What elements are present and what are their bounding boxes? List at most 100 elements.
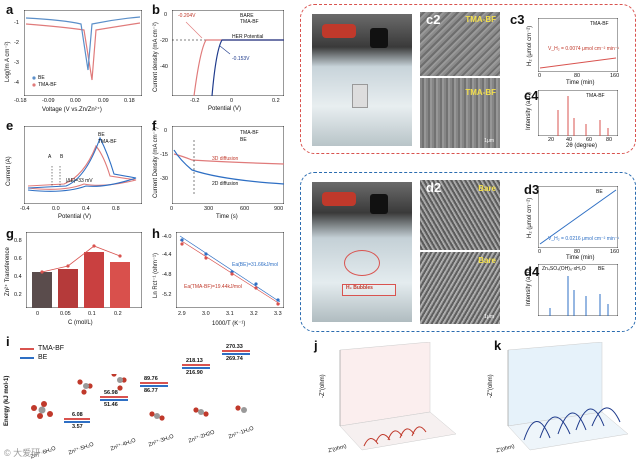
- xtick: 80: [574, 249, 581, 255]
- panel-f-plot: [172, 126, 284, 204]
- level-line: [100, 399, 128, 401]
- sem-c2-top: TMA-BF: [420, 12, 500, 76]
- xtick: 20: [548, 137, 555, 143]
- ytick: 0: [164, 128, 168, 134]
- xtick: 40: [566, 137, 573, 143]
- plot-c4: [538, 90, 618, 136]
- ytick: -3: [14, 60, 19, 66]
- panel-label: k: [494, 338, 502, 353]
- panel-label: a: [6, 2, 14, 17]
- legend-tma: TMA-BF: [98, 139, 117, 145]
- panel-e-plot: [24, 126, 142, 204]
- bar: [110, 262, 130, 308]
- sem-c2-bottom: TMA-BF 1μm: [420, 78, 500, 148]
- y-axis-label: H₂ (μmol cm⁻²): [527, 197, 533, 238]
- panel-d-group: [300, 172, 636, 332]
- legend-be: BE: [38, 354, 48, 361]
- sem-tag: TMA-BF: [465, 88, 496, 97]
- legend-be: BE: [98, 132, 105, 138]
- panel-label: b: [152, 2, 160, 17]
- panel-label: i: [6, 334, 10, 349]
- xtick: 3.2: [250, 311, 258, 317]
- xtick: 2.9: [178, 311, 186, 317]
- panel-g: g 0 0.05 0.1 0.2 0.2 0.4 0.6 0.8 C (mol/…: [0, 226, 150, 334]
- level-line: [182, 364, 210, 366]
- level-line: [140, 382, 168, 384]
- xtick: 0.1: [88, 311, 96, 317]
- xtick: -0.18: [14, 98, 27, 104]
- y-axis-label: Current Density (mA cm⁻²): [153, 127, 159, 198]
- x-axis-label: C (mol/L): [68, 320, 93, 326]
- bubble-highlight: [344, 250, 380, 276]
- ytick: 0: [164, 12, 168, 18]
- annotation-2d: 2D diffusion: [212, 181, 239, 187]
- annotation-ea-be: Ea(BE)=31.66kJ/mol: [232, 262, 278, 268]
- ytick: -4.8: [162, 272, 172, 278]
- panel-label: j: [314, 338, 318, 353]
- panel-label: d4: [524, 264, 540, 279]
- panel-h: h Ea(BE)=31.66kJ/mol Ea(TMA-BF)=19.44kJ/…: [150, 226, 290, 334]
- xtick: 80: [574, 73, 581, 79]
- annotation-c3: V_H₂ = 0.0074 μmol cm⁻² min⁻¹: [548, 46, 620, 52]
- xtick: 0.4: [82, 206, 90, 212]
- value-top: 89.76: [144, 376, 158, 382]
- panel-j-plot: [339, 342, 457, 451]
- ytick: -20: [160, 38, 168, 44]
- xtick: 0.2: [272, 98, 280, 104]
- clip-red: [322, 192, 356, 206]
- xtick: 0: [230, 98, 234, 104]
- panel-a: a BE TMA-BF -0.18 -0.09 0.00 0.09 0.18 -…: [0, 0, 150, 118]
- level-line: [222, 353, 250, 355]
- sem-d2-bottom: Bare 1μm: [420, 252, 500, 324]
- level-line: [64, 421, 90, 423]
- panel-label: c4: [524, 88, 539, 103]
- plot-d4: [538, 264, 618, 316]
- panel-label: d3: [524, 182, 540, 197]
- annotation-delta-e: |ΔE|=33 mV: [66, 178, 93, 184]
- panel-c-group: [300, 4, 636, 154]
- xtick: -0.4: [20, 206, 30, 212]
- plot-c3: [538, 18, 618, 72]
- legend-tma: TMA-BF: [38, 345, 65, 352]
- panel-b: b BARE TMA-BF -0.204V -0.153V HER Potent…: [150, 0, 290, 118]
- plot-d3: [538, 186, 618, 248]
- level-line: [64, 418, 90, 420]
- panel-j: j -Z''(ohm) Z'(ohm): [300, 336, 466, 458]
- value-top: 270.33: [226, 344, 243, 350]
- legend-be: BE: [38, 75, 45, 81]
- annotation-a: A: [48, 154, 52, 160]
- ytick: 0.4: [14, 274, 22, 280]
- panel-g-plot: [26, 232, 142, 308]
- legend-d4-be: BE: [598, 266, 605, 272]
- clip-red: [322, 24, 356, 38]
- xtick: 0: [538, 73, 542, 79]
- panel-h-plot: [176, 232, 284, 308]
- bar: [58, 269, 78, 308]
- legend-d4-product: Zn₄SO₄(OH)₆·xH₂O: [542, 266, 586, 272]
- value-top: 6.08: [72, 412, 83, 418]
- level-line: [100, 396, 128, 398]
- level-line: [222, 350, 250, 352]
- panel-a-plot: [24, 10, 142, 96]
- y-axis-label: Energy (kJ mol-1): [4, 375, 10, 426]
- x-axis-label: Time (min): [566, 255, 595, 261]
- scale-bar: 1μm: [484, 314, 494, 320]
- y-axis-label: Log(Im A cm⁻²): [5, 41, 11, 82]
- sem-d2-top: Bare: [420, 180, 500, 250]
- xtick: 0.09: [98, 98, 109, 104]
- y-axis-label: Current density (mA cm⁻²): [153, 22, 159, 92]
- y-axis-label: H₂ (μmol cm⁻²): [527, 25, 533, 66]
- level-line: [140, 385, 168, 387]
- panel-label: d2: [426, 180, 442, 195]
- legend-line-tma: [20, 348, 34, 350]
- cap-black: [370, 28, 388, 48]
- annotation-b: B: [60, 154, 64, 160]
- xtick: 0.2: [114, 311, 122, 317]
- value-bottom: 86.77: [144, 388, 158, 394]
- x-axis-label: Potential (V): [208, 106, 242, 112]
- value-bottom: 216.90: [186, 370, 203, 376]
- xtick: 900: [274, 206, 284, 212]
- panel-label: c3: [510, 12, 525, 27]
- xtick: 160: [610, 73, 620, 79]
- ytick: -4: [14, 80, 19, 86]
